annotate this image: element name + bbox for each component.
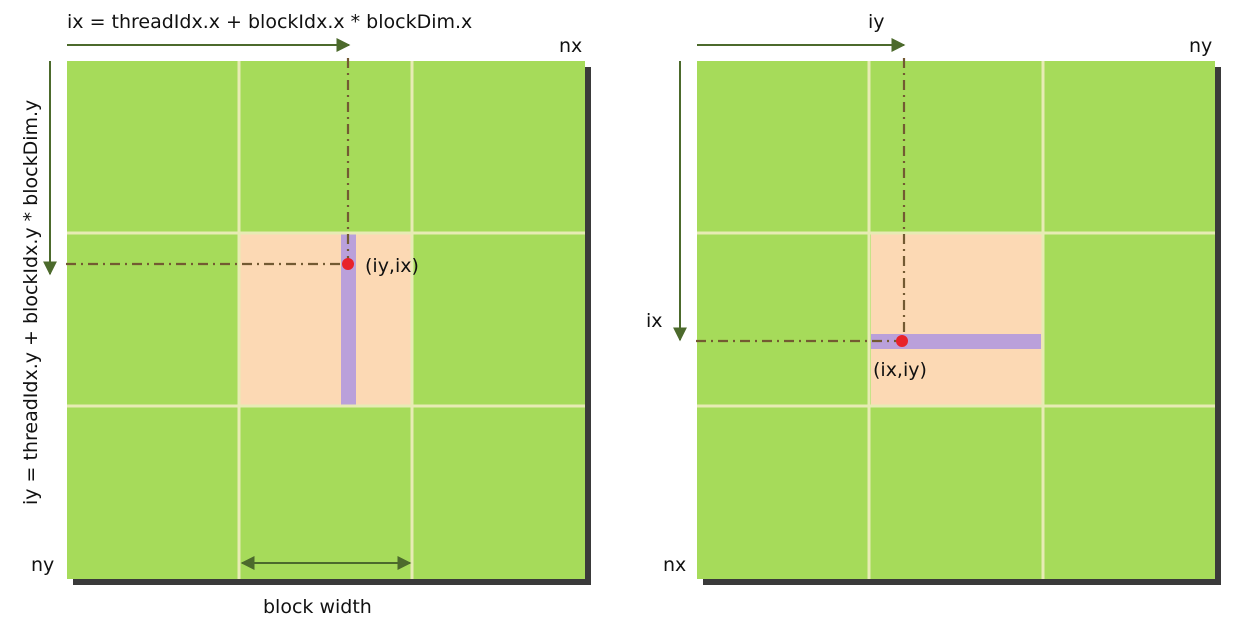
right-grid-lines <box>697 61 1215 579</box>
left-corner-ny-label: ny <box>31 554 54 576</box>
left-corner-nx-label: nx <box>559 35 582 57</box>
right-panel: iy ix ny nx (ix,iy) <box>646 11 1221 585</box>
left-top-formula: ix = threadIdx.x + blockIdx.x * blockDim… <box>67 11 472 33</box>
left-side-formula: iy = threadIdx.y + blockIdx.y * blockDim… <box>20 100 42 505</box>
left-thread-column-strip <box>341 234 356 406</box>
right-top-label: iy <box>868 11 885 33</box>
right-side-label: ix <box>646 310 663 332</box>
right-highlighted-block <box>871 234 1043 406</box>
left-highlighted-block <box>240 234 412 406</box>
right-corner-ny-label: ny <box>1189 35 1212 57</box>
right-thread-row-strip <box>871 334 1041 349</box>
left-point-label: (iy,ix) <box>365 255 419 277</box>
left-thread-point <box>342 258 354 270</box>
left-grid-lines <box>67 61 585 579</box>
right-point-label: (ix,iy) <box>873 359 927 381</box>
left-panel: ix = threadIdx.x + blockIdx.x * blockDim… <box>20 11 591 618</box>
left-guide-lines <box>66 58 350 266</box>
right-guide-lines <box>696 58 906 343</box>
right-thread-point <box>896 335 908 347</box>
block-width-label: block width <box>263 596 372 618</box>
right-corner-nx-label: nx <box>663 554 686 576</box>
